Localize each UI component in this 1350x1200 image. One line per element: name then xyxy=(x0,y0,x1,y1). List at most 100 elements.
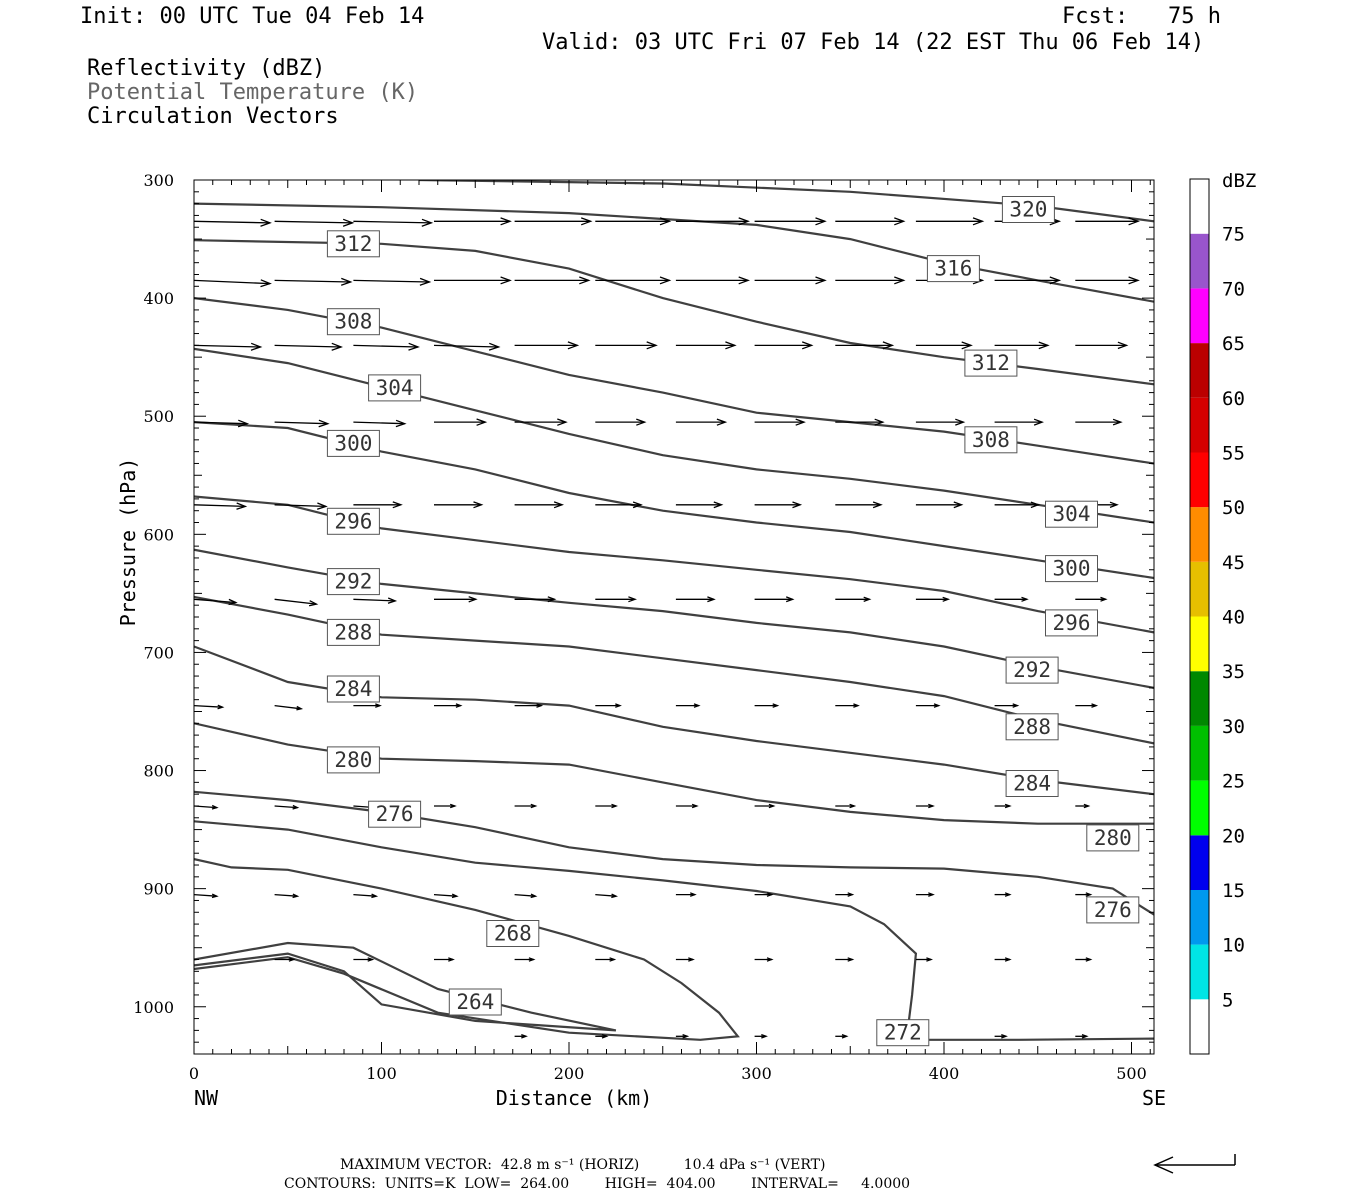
circulation-vector xyxy=(595,217,672,226)
colorbar-swatch xyxy=(1190,999,1209,1054)
circulation-vector xyxy=(274,704,304,711)
circulation-vector xyxy=(675,341,737,350)
circulation-vector xyxy=(754,418,806,426)
circulation-vector xyxy=(353,597,398,604)
circulation-vector xyxy=(514,418,568,426)
colorbar-label: 45 xyxy=(1222,552,1245,574)
x-tick-label: 0 xyxy=(189,1064,199,1083)
contour-label-box xyxy=(326,568,380,596)
contour-label: 288 xyxy=(334,620,372,644)
circulation-vector xyxy=(675,703,701,708)
circulation-vector xyxy=(915,501,964,509)
circulation-vector xyxy=(595,703,622,708)
contour-label-box xyxy=(326,618,380,646)
circulation-vector xyxy=(194,218,272,227)
contour-label: 312 xyxy=(334,232,372,256)
x-tick-label: 300 xyxy=(741,1064,772,1083)
circulation-vector xyxy=(595,957,617,962)
axes-layer: 0 100 200 300 400 500 300 400 500 600 700 800 900 100… xyxy=(116,171,1166,1110)
circulation-vector xyxy=(595,893,618,899)
circulation-vector xyxy=(274,218,355,227)
colorbar: 5 10 15 20 25 30 35 40 45 50 55 60 65 70 75 dBZ xyxy=(1189,170,1256,1055)
y-axis-label: Pressure (hPa) xyxy=(116,458,140,627)
circulation-vector xyxy=(514,1033,528,1039)
circulation-vector xyxy=(835,501,883,509)
circulation-vector xyxy=(994,276,1062,285)
contour-272 xyxy=(194,820,1154,1041)
circulation-vector xyxy=(434,596,478,603)
circulation-vector xyxy=(915,957,934,962)
colorbar-swatch xyxy=(1190,561,1209,617)
colorbar-label: 60 xyxy=(1222,388,1245,410)
contour-label-box xyxy=(448,988,502,1016)
circulation-vector xyxy=(595,1033,609,1039)
contour-label-box xyxy=(326,230,380,258)
colorbar-label: 35 xyxy=(1222,661,1245,683)
circulation-vector xyxy=(1075,957,1093,962)
circulation-vector xyxy=(514,501,565,509)
circulation-vector xyxy=(835,957,855,962)
circulation-vector xyxy=(353,501,403,509)
contour-label-box xyxy=(1045,609,1098,637)
circulation-vector xyxy=(754,501,803,509)
colorbar-frame xyxy=(1189,178,1210,1055)
colorbar-swatch xyxy=(1190,507,1209,562)
colorbar-label: 70 xyxy=(1222,278,1245,300)
circulation-vector xyxy=(595,418,647,426)
contour-label-box xyxy=(1045,555,1098,583)
circulation-vector xyxy=(915,418,966,426)
circulation-vector xyxy=(595,596,637,603)
contour-label: 284 xyxy=(334,677,372,701)
circulation-vector xyxy=(675,1033,690,1039)
circulation-vector xyxy=(274,598,319,607)
contour-label: 292 xyxy=(334,570,372,594)
circulation-vector xyxy=(754,957,774,962)
colorbar-swatch xyxy=(1190,671,1209,726)
circulation-vector xyxy=(754,703,780,708)
circulation-vector xyxy=(274,419,330,428)
circulation-vector xyxy=(915,217,985,226)
circulation-vector xyxy=(194,704,225,710)
contour-label: 308 xyxy=(972,428,1010,452)
contour-label-box xyxy=(326,507,380,535)
circulation-vector xyxy=(754,596,795,603)
circulation-vector xyxy=(835,418,885,426)
circulation-vector xyxy=(595,276,672,285)
circulation-vector xyxy=(994,703,1020,708)
circulation-vector xyxy=(1075,276,1140,285)
y-tick-label: 600 xyxy=(143,525,174,544)
contour-label-box xyxy=(1005,713,1059,741)
circulation-vector xyxy=(1075,892,1093,897)
colorbar-label: 10 xyxy=(1222,935,1245,957)
circulation-vector xyxy=(434,276,512,285)
reference-vector xyxy=(1153,1154,1236,1174)
contour-label: 296 xyxy=(334,509,372,533)
contour-label-box xyxy=(326,675,380,703)
contour-label-box xyxy=(1001,196,1055,223)
x-tick-label: 400 xyxy=(929,1064,960,1083)
circulation-vector xyxy=(994,501,1041,509)
y-tick-label: 300 xyxy=(143,171,174,190)
circulation-vector xyxy=(675,418,728,426)
contour-label-box xyxy=(326,308,380,336)
circulation-vector xyxy=(194,279,272,288)
contour-label: 312 xyxy=(972,351,1010,375)
circulation-vector xyxy=(1075,703,1099,708)
circulation-vector xyxy=(194,342,263,351)
circulation-vector xyxy=(915,341,973,350)
contour-label-box xyxy=(964,426,1018,454)
circulation-vector xyxy=(675,501,724,509)
colorbar-swatch xyxy=(1190,179,1209,234)
contour-label: 280 xyxy=(334,748,372,772)
x-tick-label: 500 xyxy=(1116,1064,1147,1083)
contour-label: 308 xyxy=(334,310,372,334)
contour-276 xyxy=(194,790,1154,916)
circulation-vector xyxy=(994,596,1029,602)
circulation-vector xyxy=(433,342,501,351)
circulation-vector xyxy=(675,217,750,226)
contour-label-box xyxy=(368,800,422,828)
colorbar-label: 15 xyxy=(1222,880,1245,902)
circulation-vector xyxy=(835,217,906,226)
contour-label: 288 xyxy=(1013,715,1051,739)
colorbar-label: 75 xyxy=(1222,224,1245,246)
